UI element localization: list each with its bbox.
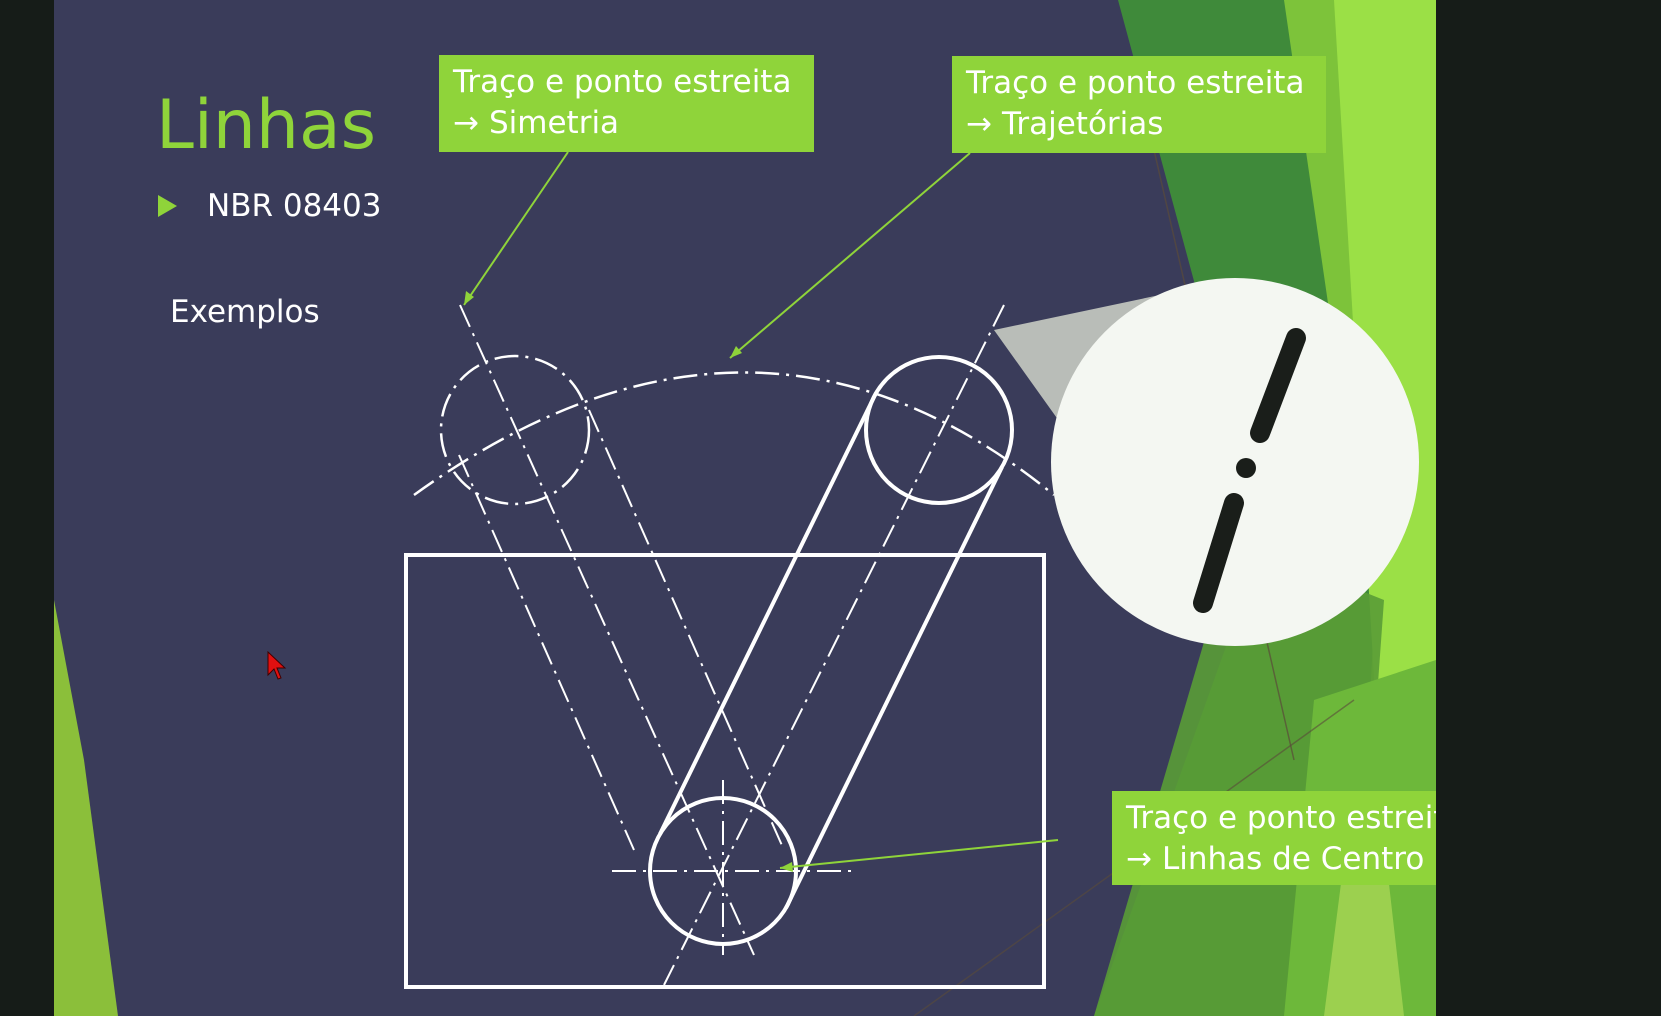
callout-simetria: Traço e ponto estreita → Simetria [439,55,814,152]
examples-heading: Exemplos [170,294,320,330]
triangle-bullet-icon [158,195,177,217]
leader-centro [779,839,1059,869]
callout-line2-row: → Linhas de Centro [1126,839,1436,880]
callout-line2-row: → Simetria [453,103,800,144]
leader-trajetorias [729,152,971,359]
trajectory-arc [413,371,1055,497]
ghost-rod-left [458,454,635,851]
leader-simetria [463,151,569,306]
symmetry-axis [459,304,755,956]
callout-line2: Linhas de Centro [1161,841,1425,877]
base-rectangle [404,553,1046,989]
rod-top-circle [864,355,1014,505]
slide-title: Linhas [156,86,377,165]
ghost-rod-right [588,409,785,851]
rod-right-edge [784,466,1004,909]
callout-line1: Traço e ponto estreita [966,65,1305,101]
mouse-pointer-icon [267,651,287,680]
callout-line2: Simetria [488,105,620,141]
callout-line1: Traço e ponto estreita [453,64,792,100]
right-arrow-icon: → [966,106,992,142]
bullet-item: NBR 08403 [158,188,381,224]
callout-line2-row: → Trajetórias [966,104,1312,145]
callout-trajetorias: Traço e ponto estreita → Trajetórias [952,56,1326,153]
bullet-text: NBR 08403 [207,188,382,224]
callout-linhas-de-centro: Traço e ponto estreita → Linhas de Centro [1112,791,1436,885]
right-arrow-icon: → [453,105,479,141]
rod-axis [663,304,1005,986]
callout-line1: Traço e ponto estreita [1126,800,1436,836]
zoom-magnifier [994,278,1419,646]
callout-line2: Trajetórias [1001,106,1164,142]
slide: Linhas NBR 08403 Exemplos Traço e ponto … [54,0,1436,1016]
rod-left-edge [658,392,878,835]
ghost-circle [439,354,591,506]
right-arrow-icon: → [1126,841,1152,877]
